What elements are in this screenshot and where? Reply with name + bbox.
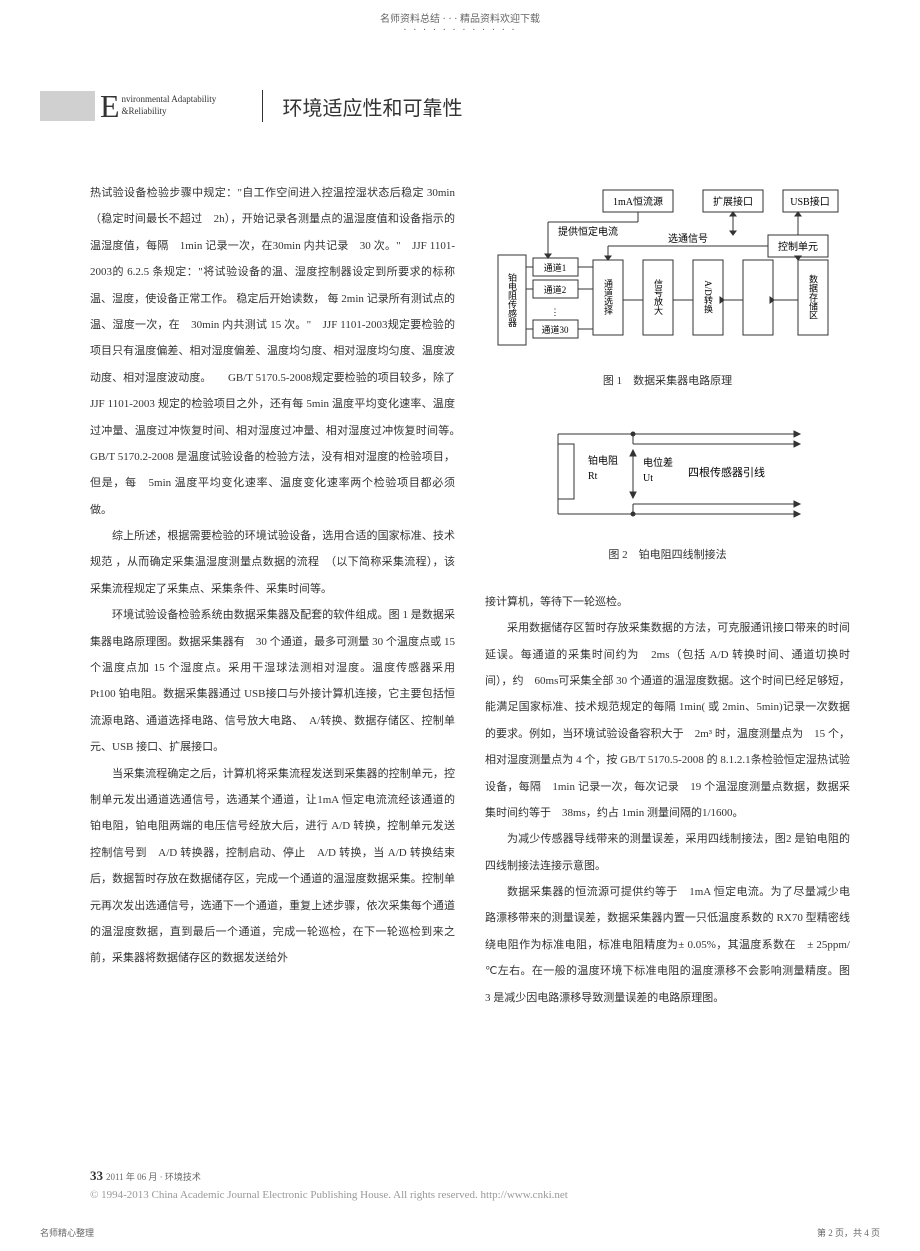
header-chinese-title: 环境适应性和可靠性 — [283, 92, 463, 121]
svg-text:扩展接口: 扩展接口 — [713, 195, 753, 208]
svg-text:信号放大: 信号放大 — [653, 278, 663, 316]
svg-text:铂电阻: 铂电阻 — [588, 454, 618, 467]
svg-text:USB接口: USB接口 — [790, 195, 829, 208]
main-content: 热试验设备检验步骤中规定："自工作空间进入控温控湿状态后稳定 30min（稳定时… — [90, 180, 850, 1011]
figure-1: 1mA恒流源 扩展接口 USB接口 提供恒定电流 选通信号 控制单元 铂电阻传感… — [485, 180, 850, 394]
section-header: E nvironmental Adaptability &Reliability… — [40, 90, 463, 122]
svg-text:电位差: 电位差 — [643, 456, 673, 469]
svg-text:提供恒定电流: 提供恒定电流 — [558, 225, 618, 238]
figure-2-caption: 图 2 铂电阻四线制接法 — [485, 542, 850, 568]
copyright-text: © 1994-2013 China Academic Journal Elect… — [90, 1189, 850, 1201]
svg-text:通道1: 通道1 — [543, 262, 566, 273]
left-p2: 综上所述，根据需要检验的环境试验设备，选用合适的国家标准、技术规范 ，从而确定采… — [90, 523, 455, 602]
figure-2-svg: 铂电阻 Rt 电位差 Ut 四根传感器引线 — [518, 414, 818, 534]
svg-text:四根传感器引线: 四根传感器引线 — [688, 465, 765, 479]
right-p1: 接计算机，等待下一轮巡检。 — [485, 589, 850, 615]
page-number: 33 — [90, 1168, 103, 1183]
footer: 33 2011 年 06 月 · 环境技术 © 1994-2013 China … — [90, 1168, 850, 1201]
left-p4: 当采集流程确定之后，计算机将采集流程发送到采集器的控制单元，控制单元发出通道选通… — [90, 761, 455, 972]
right-column: 1mA恒流源 扩展接口 USB接口 提供恒定电流 选通信号 控制单元 铂电阻传感… — [485, 180, 850, 1011]
right-p4: 数据采集器的恒流源可提供约等于 1mA 恒定电流。为了尽量减少电路漂移带来的测量… — [485, 879, 850, 1011]
svg-text:Ut: Ut — [643, 473, 653, 484]
left-p1: 热试验设备检验步骤中规定："自工作空间进入控温控湿状态后稳定 30min（稳定时… — [90, 180, 455, 523]
left-column: 热试验设备检验步骤中规定："自工作空间进入控温控湿状态后稳定 30min（稳定时… — [90, 180, 455, 1011]
right-p3: 为减少传感器导线带来的测量误差，采用四线制接法，图2 是铂电阻的四线制接法连接示… — [485, 826, 850, 879]
header-english-label: nvironmental Adaptability &Reliability — [122, 94, 242, 117]
header-gray-box — [40, 91, 95, 121]
svg-text:通道30: 通道30 — [541, 324, 569, 335]
top-header-line1: 名师资料总结 · · · 精品资料欢迎下载 — [0, 10, 920, 25]
right-p2: 采用数据储存区暂时存放采集数据的方法，可克服通讯接口带来的时间延误。每通道的采集… — [485, 615, 850, 826]
header-big-letter: E — [100, 90, 120, 122]
figure-1-caption: 图 1 数据采集器电路原理 — [485, 368, 850, 394]
bottom-right-label: 第 2 页，共 4 页 — [817, 1226, 880, 1239]
svg-text:Rt: Rt — [588, 471, 598, 482]
left-p3: 环境试验设备检验系统由数据采集器及配套的软件组成。图 1 是数据采集器电路原理图… — [90, 602, 455, 760]
journal-info: 2011 年 06 月 · 环境技术 — [106, 1172, 201, 1182]
figure-2: 铂电阻 Rt 电位差 Ut 四根传感器引线 图 2 铂电阻四线制接法 — [485, 414, 850, 568]
header-divider — [262, 90, 263, 122]
svg-text:通道选择: 通道选择 — [603, 279, 613, 316]
svg-text:1mA恒流源: 1mA恒流源 — [613, 195, 663, 208]
bottom-left-label: 名师精心整理 — [40, 1226, 94, 1239]
top-header-dots: · · · · · · · · · · · · — [0, 25, 920, 36]
top-header: 名师资料总结 · · · 精品资料欢迎下载 · · · · · · · · · … — [0, 0, 920, 36]
svg-text:⋮: ⋮ — [550, 307, 559, 317]
svg-text:A/D转换: A/D转换 — [703, 280, 713, 314]
svg-text:控制单元: 控制单元 — [778, 240, 818, 253]
svg-text:数据存储区: 数据存储区 — [808, 273, 818, 319]
svg-text:通道2: 通道2 — [543, 284, 566, 295]
svg-text:铂电阻传感器: 铂电阻传感器 — [507, 272, 517, 327]
svg-text:选通信号: 选通信号 — [668, 232, 708, 245]
figure-1-svg: 1mA恒流源 扩展接口 USB接口 提供恒定电流 选通信号 控制单元 铂电阻传感… — [488, 180, 848, 360]
